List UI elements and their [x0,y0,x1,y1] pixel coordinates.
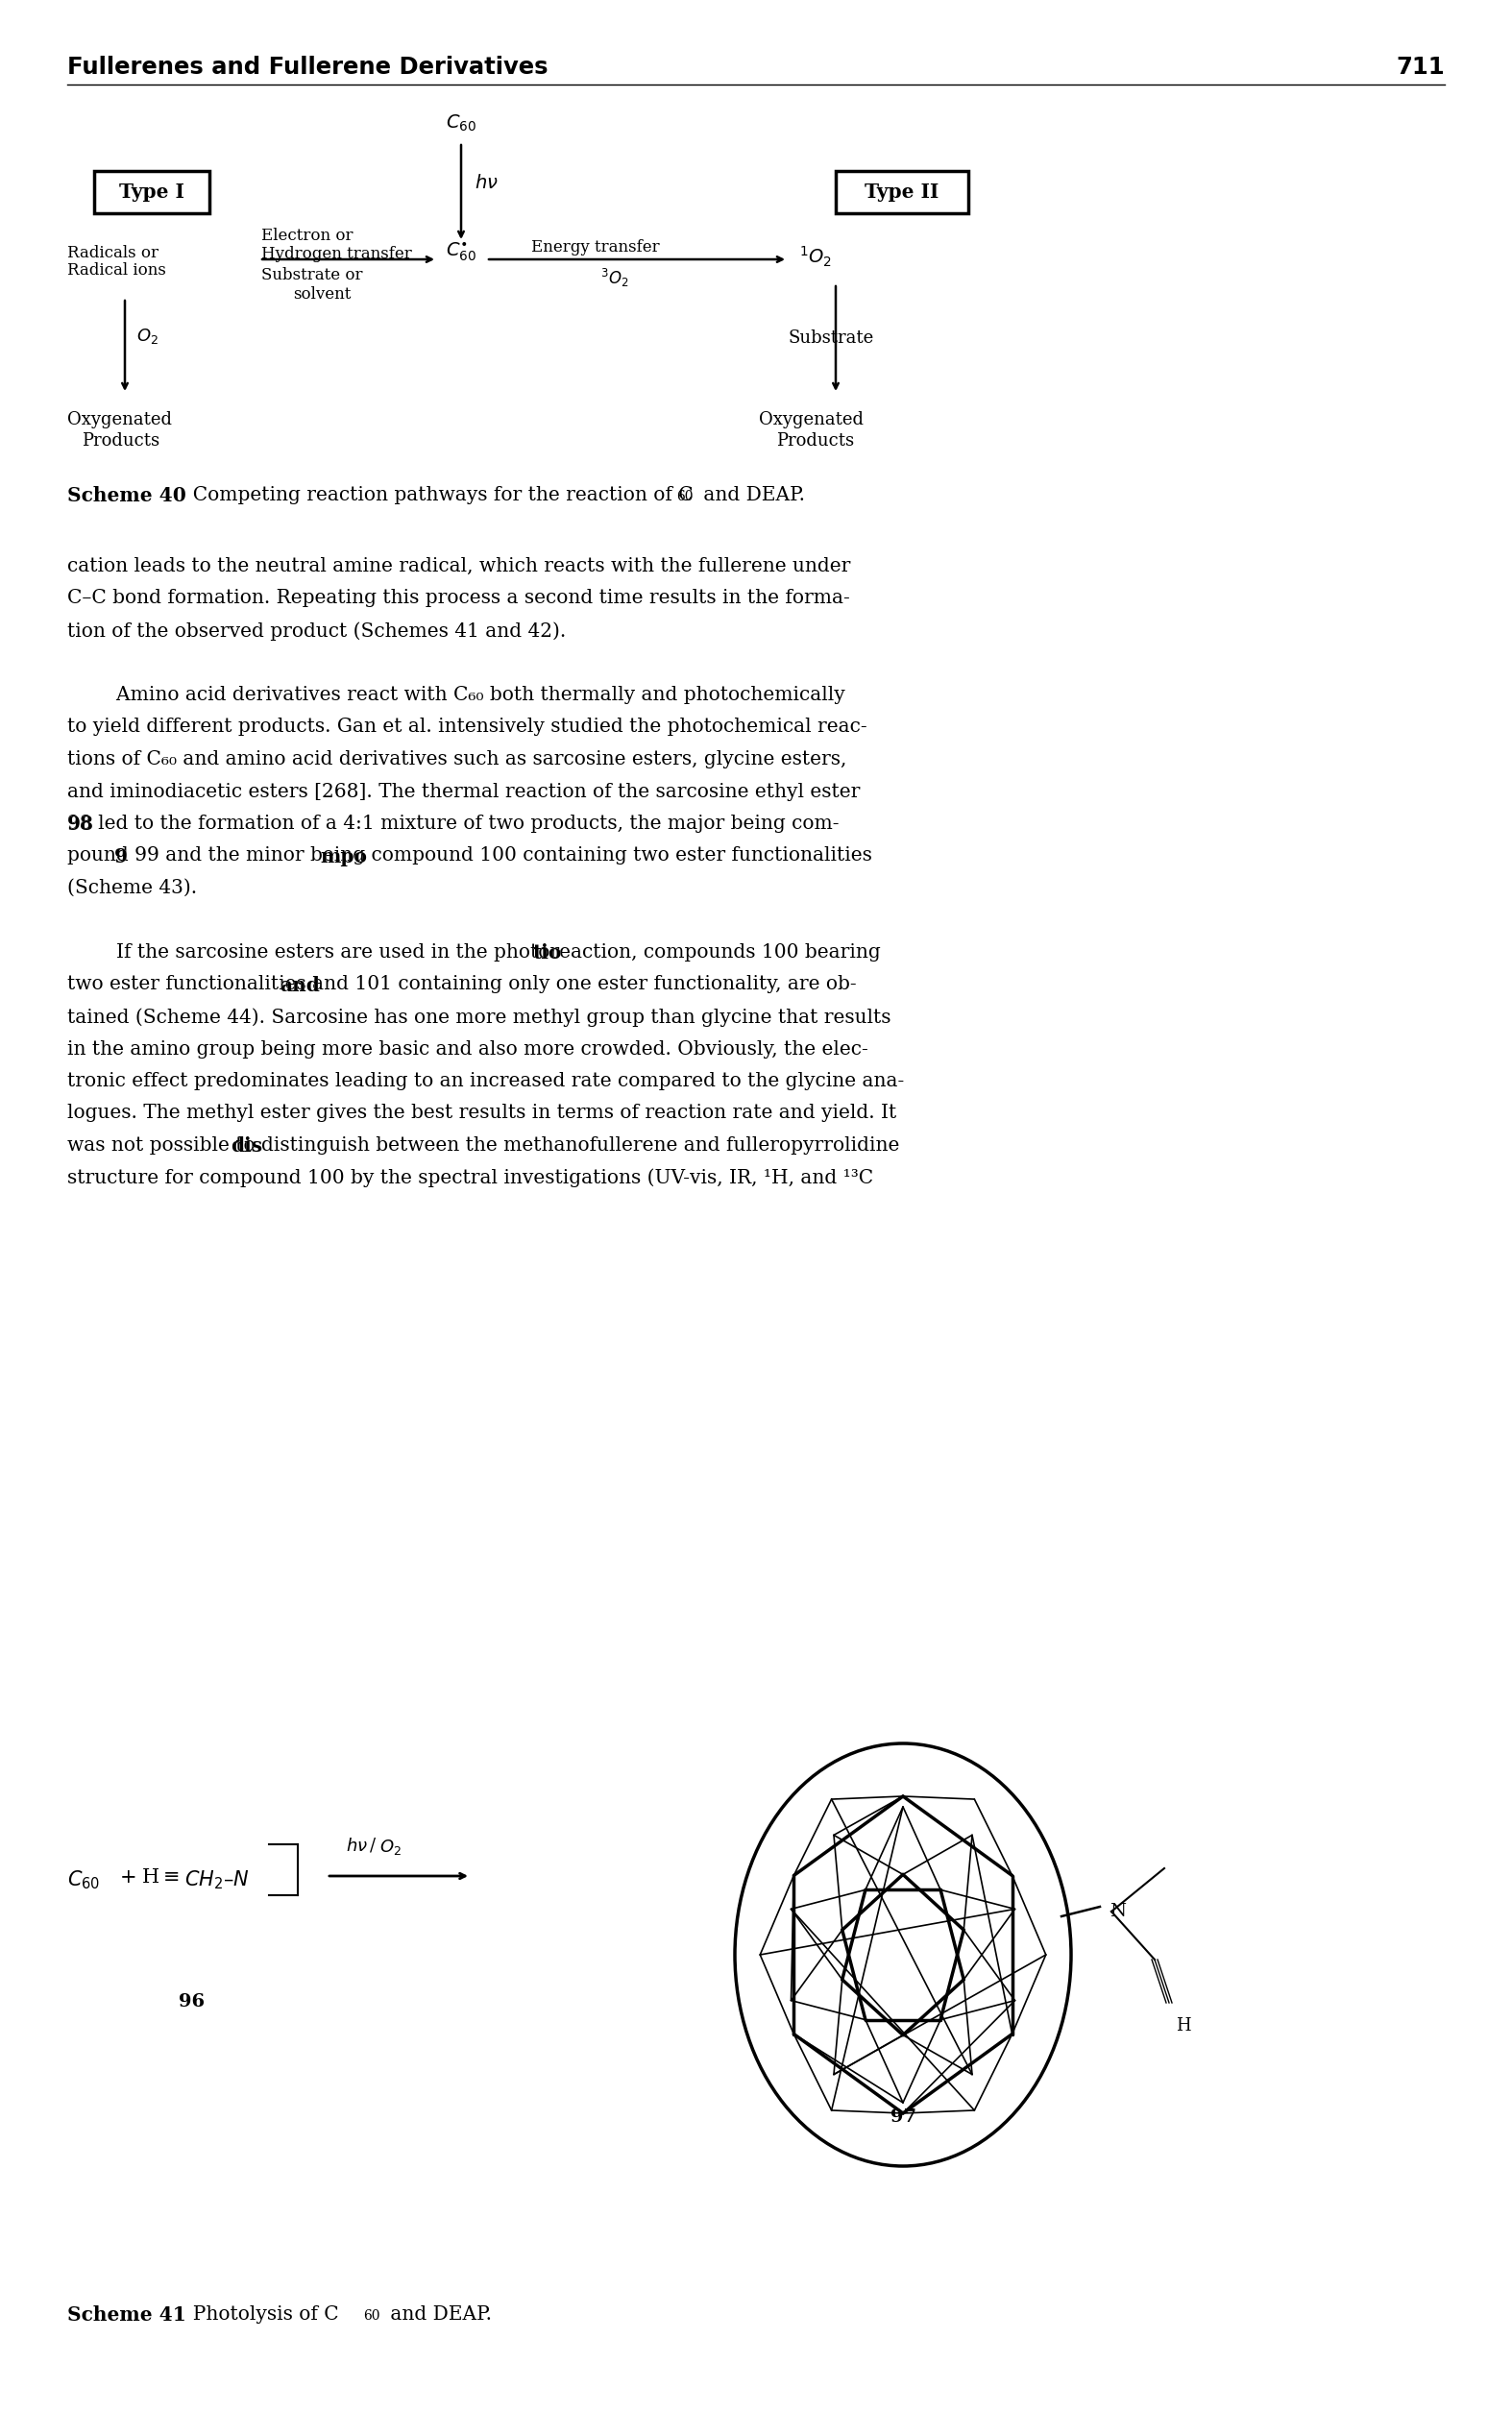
Text: ≡: ≡ [163,1869,180,1886]
Text: 60: 60 [363,2308,380,2323]
Text: cation leads to the neutral amine radical, which reacts with the fullerene under: cation leads to the neutral amine radica… [67,557,850,576]
Text: Competing reaction pathways for the reaction of C: Competing reaction pathways for the reac… [180,487,692,504]
Text: 98: 98 [67,815,94,835]
Text: tio: tio [532,943,562,962]
Text: Scheme 41: Scheme 41 [67,2306,186,2325]
Text: $C_{60}$: $C_{60}$ [67,1869,100,1891]
Text: and: and [280,974,319,994]
Text: 9: 9 [107,847,129,866]
Text: dis: dis [230,1136,263,1155]
Bar [94,171,210,212]
Text: $O_{2}$: $O_{2}$ [136,326,159,345]
Bar [836,171,968,212]
Text: structure for compound 100 by the spectral investigations (UV-vis, IR, ¹H, and ¹: structure for compound 100 by the spectr… [67,1167,874,1187]
Text: dis: dis [230,1136,263,1155]
Text: Radicals or: Radicals or [67,246,159,260]
Text: and iminodiacetic esters [268]. The thermal reaction of the sarcosine ethyl este: and iminodiacetic esters [268]. The ther… [67,781,860,801]
Text: Radical ions: Radical ions [67,263,166,277]
Text: 9: 9 [107,847,129,866]
Text: H: H [1176,2016,1191,2033]
Text: H: H [142,1869,160,1886]
Text: tions of C₆₀ and amino acid derivatives such as sarcosine esters, glycine esters: tions of C₆₀ and amino acid derivatives … [67,750,847,769]
Text: /: / [370,1838,375,1855]
Text: Substrate or: Substrate or [262,268,363,282]
Text: solvent: solvent [293,287,351,302]
Text: Products: Products [776,432,854,449]
Text: Electron or: Electron or [262,227,352,244]
Text: +: + [119,1869,138,1886]
Text: mpo: mpo [321,847,367,866]
Text: $h\nu$: $h\nu$ [475,174,499,191]
Text: $CH_{2}–N$: $CH_{2}–N$ [184,1869,249,1891]
Text: Oxygenated: Oxygenated [67,410,172,429]
Text: Fullerenes and Fullerene Derivatives: Fullerenes and Fullerene Derivatives [67,55,547,80]
Text: If the sarcosine esters are used in the photoreaction, compounds 100 bearing: If the sarcosine esters are used in the … [67,943,880,962]
Text: Photolysis of C: Photolysis of C [180,2306,339,2323]
Text: tained (Scheme 44). Sarcosine has one more methyl group than glycine that result: tained (Scheme 44). Sarcosine has one mo… [67,1008,891,1028]
Text: logues. The methyl ester gives the best results in terms of reaction rate and yi: logues. The methyl ester gives the best … [67,1105,897,1122]
Text: $O_{2}$: $O_{2}$ [380,1838,402,1857]
Text: $^{1}O_{2}$: $^{1}O_{2}$ [800,246,832,270]
Text: mpo: mpo [321,847,367,866]
Text: 711: 711 [1396,55,1445,80]
Text: tronic effect predominates leading to an increased rate compared to the glycine : tronic effect predominates leading to an… [67,1071,904,1090]
Text: C–C bond formation. Repeating this process a second time results in the forma-: C–C bond formation. Repeating this proce… [67,589,850,608]
Text: 97: 97 [891,2108,916,2125]
Text: Scheme 40: Scheme 40 [67,487,186,504]
Text: and: and [280,974,319,994]
Text: 98: 98 [67,815,94,835]
Text: Amino acid derivatives react with C₆₀ both thermally and photochemically: Amino acid derivatives react with C₆₀ bo… [67,685,845,704]
Ellipse shape [735,1744,1070,2166]
Text: tio: tio [532,943,562,962]
Text: Products: Products [82,432,160,449]
Text: $^{3}O_{2}$: $^{3}O_{2}$ [600,268,629,289]
Text: and DEAP.: and DEAP. [697,487,804,504]
Text: two ester functionalities and 101 containing only one ester functionality, are o: two ester functionalities and 101 contai… [67,974,856,994]
Text: was not possible to distinguish between the methanofullerene and fulleropyrrolid: was not possible to distinguish between … [67,1136,900,1155]
Text: Type II: Type II [865,183,939,203]
Text: $C_{60}^{\bullet}$: $C_{60}^{\bullet}$ [446,241,476,263]
Text: Oxygenated: Oxygenated [759,410,863,429]
Text: to yield different products. Gan et al. intensively studied the photochemical re: to yield different products. Gan et al. … [67,719,866,736]
Text: 98 led to the formation of a 4:1 mixture of two products, the major being com-: 98 led to the formation of a 4:1 mixture… [67,815,839,832]
Text: tion of the observed product (Schemes 41 and 42).: tion of the observed product (Schemes 41… [67,622,565,639]
Text: 60: 60 [676,490,692,504]
Text: $C_{60}$: $C_{60}$ [446,113,476,133]
Text: Hydrogen transfer: Hydrogen transfer [262,246,411,263]
Text: N: N [1110,1903,1126,1920]
Text: pound 99 and the minor being compound 100 containing two ester functionalities: pound 99 and the minor being compound 10… [67,847,872,866]
Text: $h\nu$: $h\nu$ [346,1838,367,1855]
Text: and DEAP.: and DEAP. [384,2306,491,2323]
Text: Substrate: Substrate [788,330,874,347]
Text: in the amino group being more basic and also more crowded. Obviously, the elec-: in the amino group being more basic and … [67,1040,868,1059]
Text: Type I: Type I [119,183,184,203]
Text: Energy transfer: Energy transfer [531,239,659,256]
Text: (Scheme 43).: (Scheme 43). [67,878,197,897]
Text: 96: 96 [178,1992,206,2012]
